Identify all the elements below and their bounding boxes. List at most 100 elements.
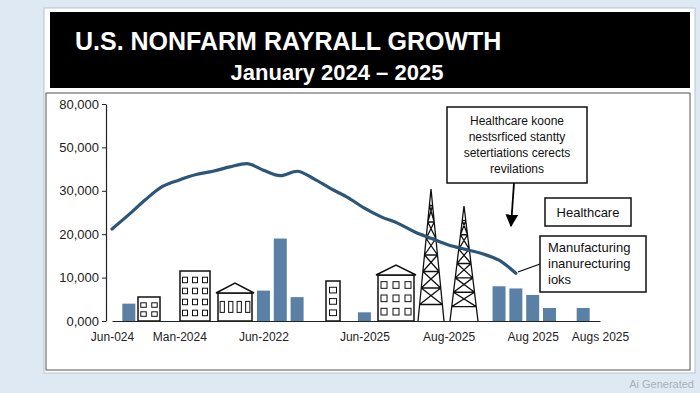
building-window <box>141 303 147 308</box>
y-tick-mark <box>102 191 106 192</box>
subtitle: January 2024 – 2025 <box>231 60 444 85</box>
y-tick: 50,000 <box>59 140 106 155</box>
chart-root: U.S. NONFARM RAYRALL GROWTHJanuary 2024 … <box>0 0 700 393</box>
y-tick-mark <box>102 278 106 279</box>
annotation-text: Healthcare koone <box>470 114 564 128</box>
bar <box>526 295 539 321</box>
building-window <box>330 310 337 316</box>
y-tick: 80,000 <box>59 97 106 112</box>
building-icon <box>180 271 210 321</box>
annotation-text: revilations <box>490 162 544 176</box>
x-tick-label: Augs 2025 <box>572 330 630 344</box>
y-tick-label: 30,000 <box>59 183 99 198</box>
annotation-text: nestsrficed stantty <box>469 130 566 144</box>
x-tick: Aug 2025 <box>507 330 559 344</box>
building-window <box>330 287 337 293</box>
y-tick: 30,000 <box>59 183 106 198</box>
building-window <box>193 277 198 283</box>
y-tick-mark <box>102 104 106 105</box>
annotation-text: Healthcare <box>557 205 620 220</box>
bar <box>577 308 590 321</box>
building-window <box>405 282 411 289</box>
annotation-frame <box>545 198 631 226</box>
bar-series <box>122 239 589 321</box>
y-tick-label: 20,000 <box>59 227 99 242</box>
callout-connector <box>518 264 540 272</box>
building-window <box>152 312 158 317</box>
x-axis-line <box>113 321 601 322</box>
bar <box>274 239 287 321</box>
building-outline <box>326 281 340 321</box>
x-tick-label: Aug-2025 <box>423 330 475 344</box>
building-window <box>381 282 387 289</box>
bar <box>122 304 135 321</box>
building-window <box>203 310 208 316</box>
building-window <box>193 310 198 316</box>
annotation-box: Manufacturinginanurecturingioks <box>540 236 646 292</box>
building-window <box>193 288 198 294</box>
building-window <box>203 288 208 294</box>
building-window <box>183 299 188 305</box>
callout-arrow <box>511 183 514 226</box>
y-axis: 0,000 10,000 20,000 30,000 50,000 80,000 <box>59 97 106 329</box>
x-tick-label: Man-2024 <box>153 330 207 344</box>
building-window <box>183 288 188 294</box>
building-outline <box>218 293 252 321</box>
y-tick-label: 0,000 <box>66 314 99 329</box>
annotation-text: ioks <box>548 272 572 287</box>
building-window <box>381 295 387 302</box>
x-tick: Jun-2022 <box>239 330 289 344</box>
y-tick-label: 10,000 <box>59 270 99 285</box>
building-window <box>183 310 188 316</box>
annotation-box: Healthcare koone nestsrficed stantty seter… <box>447 107 587 183</box>
building-window <box>381 308 387 315</box>
bar <box>543 308 556 321</box>
x-tick-label: Jun-024 <box>91 330 135 344</box>
x-tick: Jun-024 <box>91 330 135 344</box>
y-tick-mark <box>102 147 106 148</box>
card <box>44 8 695 373</box>
building-window <box>330 299 337 305</box>
building-window <box>193 299 198 305</box>
y-tick-mark <box>102 234 106 235</box>
building-window <box>393 295 399 302</box>
annotation-text: Manufacturing <box>548 240 630 255</box>
header-bar <box>50 12 690 88</box>
x-tick-label: Aug 2025 <box>507 330 559 344</box>
x-tick: Aug-2025 <box>423 330 475 344</box>
building-icon <box>138 297 160 321</box>
chart-svg: U.S. NONFARM RAYRALL GROWTHJanuary 2024 … <box>0 0 700 393</box>
building-roof <box>216 283 254 293</box>
annotation-text: inanurecturing <box>548 256 630 271</box>
y-tick-label: 50,000 <box>59 140 99 155</box>
annotation-box: Healthcare <box>545 198 631 226</box>
tower-lines <box>418 189 444 321</box>
building-window <box>405 295 411 302</box>
building-window <box>203 299 208 305</box>
building-icon <box>216 283 254 321</box>
bar <box>493 286 506 321</box>
annotation-frame <box>540 236 646 292</box>
building-window <box>152 303 158 308</box>
building-outline <box>378 275 414 321</box>
building-window <box>183 277 188 283</box>
annotations: Healthcare koone nestsrficed stantty seter… <box>447 107 646 292</box>
x-axis: Jun-024Man-2024Jun-2022Jun-2025Aug-2025A… <box>91 322 630 344</box>
tower-lines <box>450 206 478 321</box>
bar <box>358 312 371 321</box>
x-tick: Man-2024 <box>153 330 207 344</box>
decorations <box>138 189 478 321</box>
plot-frame <box>46 93 690 370</box>
building-window <box>203 277 208 283</box>
building-window <box>393 308 399 315</box>
y-tick: 20,000 <box>59 227 106 242</box>
building-window <box>229 301 233 312</box>
y-tick: 0,000 <box>66 314 106 329</box>
building-window <box>405 308 411 315</box>
x-tick-label: Jun-2022 <box>239 330 289 344</box>
annotation-text: setertiations cerects <box>464 146 571 160</box>
building-window <box>220 301 224 312</box>
background <box>0 0 700 393</box>
tower-icon <box>450 206 478 321</box>
bar <box>509 288 522 321</box>
